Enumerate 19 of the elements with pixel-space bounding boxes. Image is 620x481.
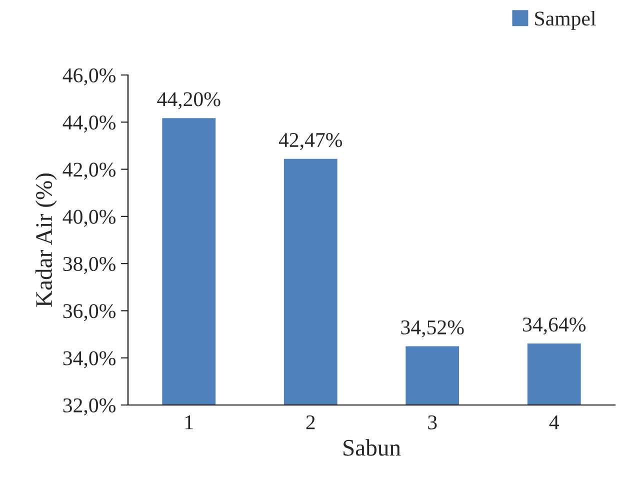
data-label: 34,64% xyxy=(523,318,586,335)
x-tick-label: 2 xyxy=(306,415,315,430)
y-tick-label: 46,0% xyxy=(62,68,116,86)
y-tick-label: 34,0% xyxy=(63,351,116,368)
data-label: 44,20% xyxy=(157,92,220,110)
x-tick-label: 4 xyxy=(549,415,560,430)
x-tick-label: 3 xyxy=(428,415,437,430)
y-axis-title: Kadar Air (%) xyxy=(35,174,57,307)
y-tick-label: 38,0% xyxy=(63,256,116,274)
data-label: 42,47% xyxy=(278,132,342,150)
y-tick-label: 36,0% xyxy=(63,304,116,322)
legend-label: Sampel xyxy=(535,10,596,30)
y-tick-label: 42,0% xyxy=(62,162,116,180)
x-tick-label: 1 xyxy=(186,415,193,430)
data-label: 34,52% xyxy=(401,320,464,338)
x-axis-title: Sabun xyxy=(344,439,401,456)
y-tick-label: 44,0% xyxy=(62,116,116,133)
y-tick-label: 32,0% xyxy=(63,398,116,416)
y-tick-label: 40,0% xyxy=(62,210,116,227)
